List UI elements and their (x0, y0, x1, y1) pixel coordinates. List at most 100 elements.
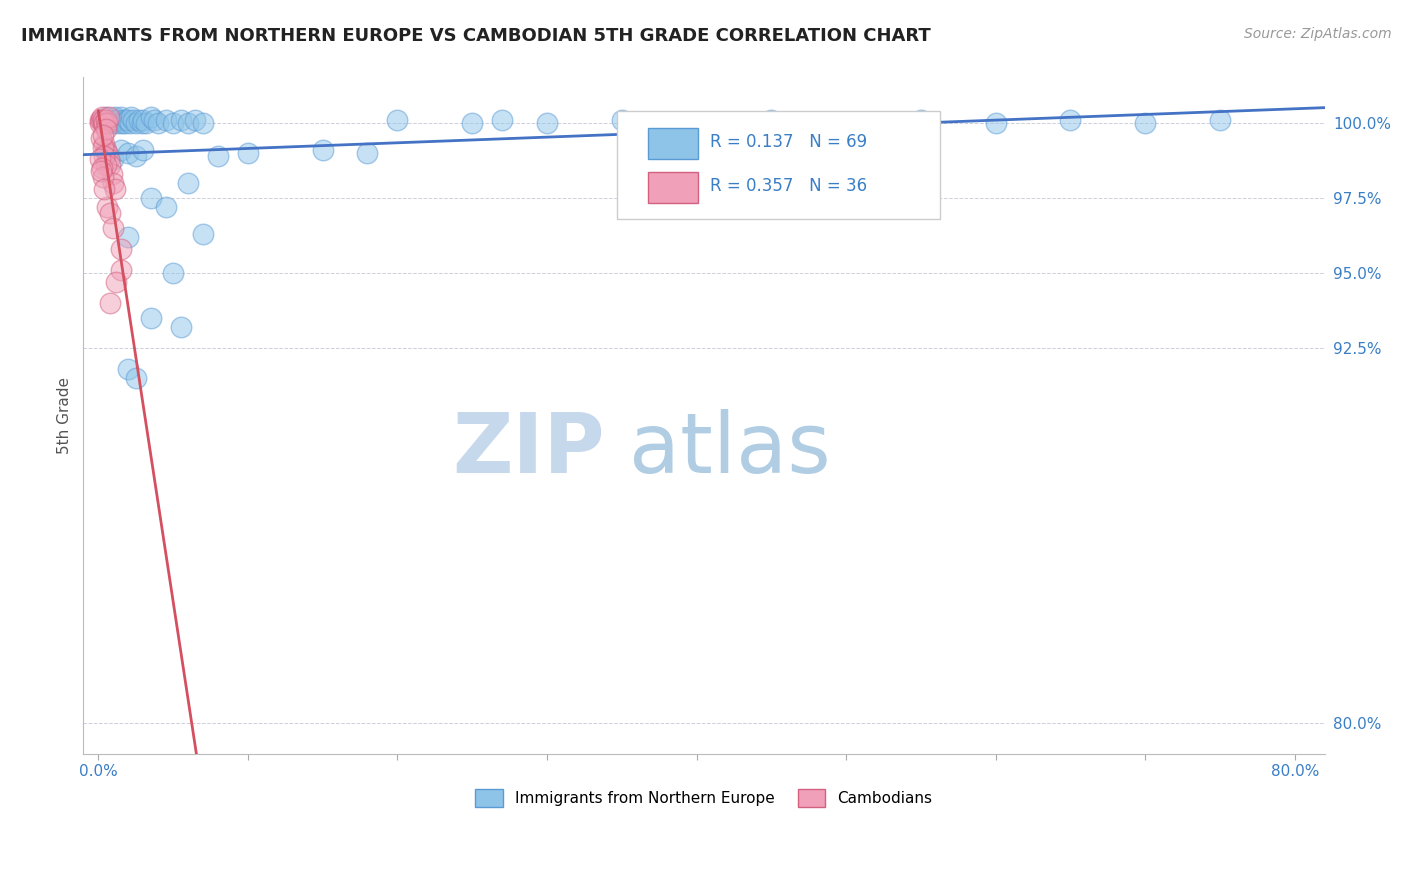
Point (97, 112, 120, 127)
Text: R = 0.357   N = 36: R = 0.357 N = 36 (710, 177, 868, 194)
Point (311, 143, 333, 157)
Point (91, 112, 114, 127)
Point (761, 112, 783, 127)
Point (94, 121, 117, 136)
Point (94, 145, 117, 160)
Point (169, 112, 191, 127)
Point (910, 112, 932, 127)
Point (98, 158, 121, 172)
Point (93, 181, 115, 195)
Point (110, 143, 132, 157)
Legend: Immigrants from Northern Europe, Cambodians: Immigrants from Northern Europe, Cambodi… (470, 782, 939, 814)
Point (103, 176, 125, 190)
Point (89, 115, 111, 129)
Point (1209, 112, 1232, 127)
Point (98, 115, 121, 129)
FancyBboxPatch shape (617, 112, 939, 219)
Point (984, 115, 1007, 129)
Point (117, 112, 139, 127)
Point (93, 136, 115, 151)
Point (104, 181, 127, 195)
Point (96, 145, 118, 160)
Point (685, 115, 707, 129)
Text: IMMIGRANTS FROM NORTHERN EUROPE VS CAMBODIAN 5TH GRADE CORRELATION CHART: IMMIGRANTS FROM NORTHERN EUROPE VS CAMBO… (21, 27, 931, 45)
Point (146, 115, 169, 129)
Text: ZIP: ZIP (453, 409, 605, 490)
Point (91, 110, 114, 124)
FancyBboxPatch shape (648, 128, 697, 159)
Point (100, 167, 122, 181)
Point (207, 148, 229, 162)
Point (114, 115, 136, 129)
Point (191, 227, 214, 241)
Point (177, 115, 200, 129)
Point (139, 191, 162, 205)
Point (135, 115, 157, 129)
Point (89, 152, 111, 166)
Point (610, 112, 633, 127)
Point (90, 130, 112, 145)
Point (536, 115, 558, 129)
Point (97, 152, 120, 166)
Point (105, 112, 128, 127)
Point (97, 110, 120, 124)
Point (132, 112, 155, 127)
Point (93, 115, 115, 129)
Point (96, 115, 118, 129)
Point (103, 152, 125, 166)
Point (110, 242, 132, 256)
Point (98, 295, 121, 310)
Point (103, 115, 125, 129)
Text: R = 0.137   N = 69: R = 0.137 N = 69 (710, 133, 868, 151)
Point (94, 158, 117, 172)
Point (110, 262, 132, 277)
Point (162, 115, 184, 129)
Point (93, 148, 115, 162)
Point (1059, 112, 1081, 127)
Point (128, 112, 150, 127)
Point (177, 176, 200, 190)
Point (89, 112, 111, 127)
Point (124, 148, 146, 162)
Point (117, 362, 139, 376)
Point (93, 169, 115, 184)
Point (105, 275, 128, 289)
Point (835, 115, 858, 129)
Point (155, 112, 177, 127)
Point (132, 143, 155, 157)
Point (98, 205, 121, 219)
Point (387, 112, 409, 127)
Point (236, 145, 259, 160)
Point (90, 163, 112, 178)
Point (112, 112, 135, 127)
Point (121, 112, 143, 127)
FancyBboxPatch shape (648, 172, 697, 202)
Point (91, 139, 114, 153)
Point (169, 319, 191, 334)
Point (356, 145, 378, 160)
Point (491, 112, 513, 127)
Point (117, 145, 139, 160)
Point (94, 110, 117, 124)
Point (91, 115, 114, 129)
Point (184, 112, 207, 127)
Point (96, 115, 118, 129)
Point (1135, 115, 1157, 129)
Point (96, 200, 118, 214)
Y-axis label: 5th Grade: 5th Grade (58, 377, 72, 454)
Point (162, 266, 184, 280)
Point (124, 371, 146, 385)
Point (91, 161, 114, 175)
Point (90, 112, 112, 127)
Point (107, 115, 129, 129)
Point (91, 128, 114, 142)
Point (191, 115, 214, 129)
Point (461, 115, 484, 129)
Point (100, 112, 122, 127)
Point (94, 143, 117, 157)
Point (93, 115, 115, 129)
Point (139, 310, 162, 325)
Point (94, 112, 117, 127)
Point (93, 112, 115, 127)
Point (139, 110, 162, 124)
